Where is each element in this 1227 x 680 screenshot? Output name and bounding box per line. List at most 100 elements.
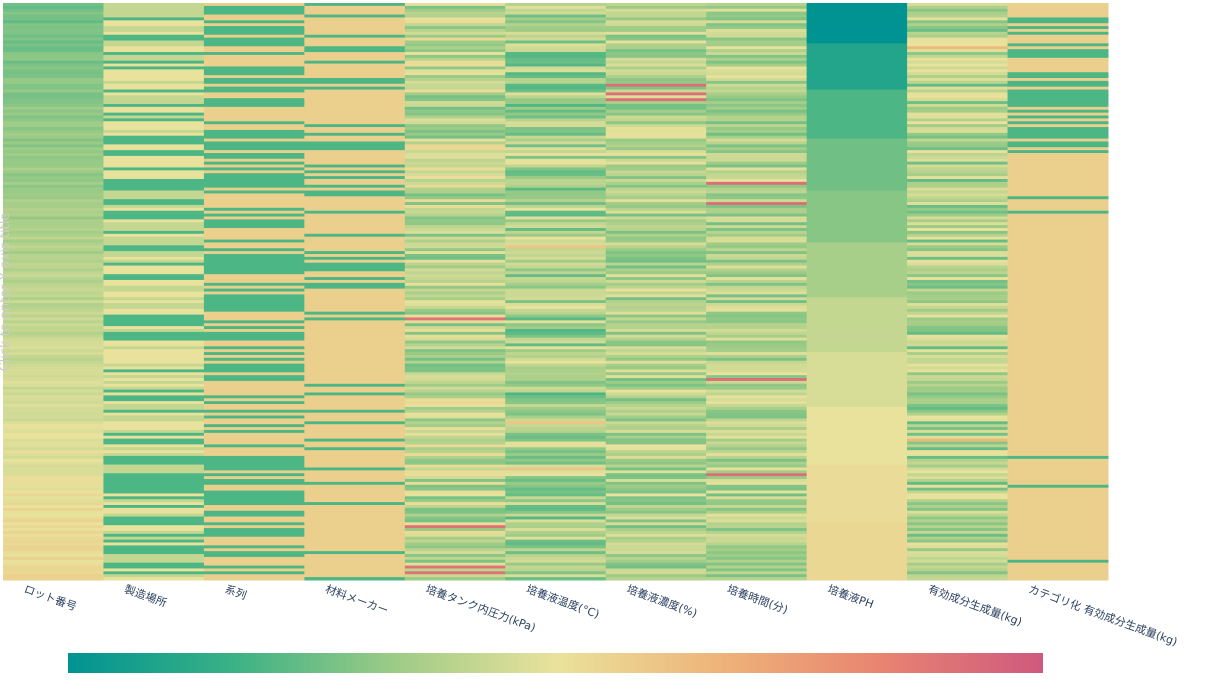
heatmap-cell (404, 303, 506, 307)
heatmap-cell (806, 424, 908, 428)
heatmap-cell (3, 158, 104, 163)
heatmap-cell (505, 346, 607, 350)
heatmap-cell (203, 242, 305, 246)
heatmap-cell (505, 455, 607, 460)
heatmap-cell (505, 164, 607, 168)
heatmap-cell (103, 389, 205, 393)
heatmap-cell (304, 95, 406, 99)
heatmap-cell (203, 181, 305, 186)
heatmap-cell (706, 63, 808, 67)
heatmap-cell (3, 147, 104, 151)
heatmap-cell (806, 415, 908, 419)
heatmap-cell (103, 507, 205, 512)
heatmap-cell (706, 178, 808, 183)
heatmap-cell (203, 444, 305, 448)
heatmap-cell (907, 525, 1009, 529)
heatmap-cell (605, 40, 707, 44)
heatmap-cell (505, 458, 607, 463)
heatmap-cell (706, 132, 808, 137)
heatmap-cell (103, 554, 205, 558)
heatmap-cell (203, 476, 305, 480)
heatmap-cell (505, 360, 607, 365)
heatmap-cell (907, 164, 1009, 168)
heatmap-cell (404, 288, 506, 292)
heatmap-cell (1007, 467, 1109, 471)
heatmap-cell (605, 158, 707, 163)
heatmap-cell (907, 539, 1009, 543)
heatmap-cell (304, 164, 406, 168)
heatmap-cell (304, 320, 406, 324)
heatmap-cell (806, 265, 908, 269)
heatmap-cell (3, 78, 104, 82)
heatmap-cell (3, 204, 104, 209)
heatmap-cell (706, 329, 808, 333)
heatmap-cell (304, 228, 406, 232)
heatmap-cell (1007, 112, 1109, 117)
heatmap-cell (103, 378, 205, 382)
heatmap-cell (605, 435, 707, 440)
heatmap-cell (203, 435, 305, 440)
heatmap-cell (605, 248, 707, 252)
heatmap-cell (304, 429, 406, 434)
heatmap-cell (806, 202, 908, 206)
heatmap-cell (304, 337, 406, 342)
heatmap-cell (304, 233, 406, 238)
heatmap-cell (706, 453, 808, 457)
heatmap-cell (203, 453, 305, 457)
heatmap-cell (304, 470, 406, 474)
heatmap-cell (3, 317, 104, 321)
heatmap-cell (1007, 75, 1109, 79)
heatmap-cell (806, 539, 908, 543)
heatmap-cell (806, 72, 908, 76)
heatmap-cell (605, 282, 707, 287)
heatmap-cell (806, 210, 908, 215)
heatmap-cell (404, 556, 506, 561)
heatmap-cell (203, 291, 305, 295)
heatmap-cell (706, 323, 808, 327)
heatmap-cell (706, 337, 808, 342)
heatmap-cell (605, 147, 707, 151)
heatmap-cell (907, 305, 1009, 310)
heatmap-cell (404, 450, 506, 454)
heatmap-cell (806, 54, 908, 59)
heatmap-cell (404, 574, 506, 578)
heatmap-cell (404, 279, 506, 284)
heatmap-cell (806, 176, 908, 180)
heatmap-cell (304, 43, 406, 47)
heatmap-cell (3, 461, 104, 466)
heatmap-cell (304, 539, 406, 543)
heatmap-cell (103, 548, 205, 552)
heatmap-cell (1007, 458, 1109, 463)
heatmap-cell (505, 305, 607, 310)
heatmap-cell (304, 533, 406, 538)
heatmap-cell (404, 150, 506, 154)
heatmap-cell (3, 323, 104, 327)
heatmap-cell (3, 444, 104, 448)
heatmap-cell (103, 311, 205, 316)
heatmap-cell (605, 57, 707, 62)
heatmap-cell (1007, 37, 1109, 41)
y-axis-title[interactable]: Click to enter Y axis title (0, 213, 13, 372)
heatmap-cell (505, 219, 607, 223)
heatmap-cell (103, 34, 205, 39)
heatmap-cell (1007, 106, 1109, 111)
heatmap-cell (3, 418, 104, 422)
heatmap-cell (3, 54, 104, 59)
heatmap-cell (404, 458, 506, 463)
heatmap-cell (505, 236, 607, 241)
heatmap-cell (1007, 395, 1109, 399)
heatmap-cell (706, 536, 808, 541)
heatmap-cell (404, 228, 506, 232)
heatmap-cell (806, 34, 908, 39)
heatmap-cell (103, 542, 205, 546)
heatmap-cell (1007, 236, 1109, 241)
heatmap-cell (304, 311, 406, 316)
heatmap-cell (1007, 14, 1109, 18)
heatmap-cell (505, 479, 607, 483)
heatmap-cell (203, 274, 305, 278)
heatmap-cell (3, 178, 104, 183)
heatmap-cell (3, 383, 104, 388)
heatmap-cell (605, 476, 707, 480)
heatmap-cell (505, 173, 607, 177)
heatmap-cell (806, 256, 908, 261)
